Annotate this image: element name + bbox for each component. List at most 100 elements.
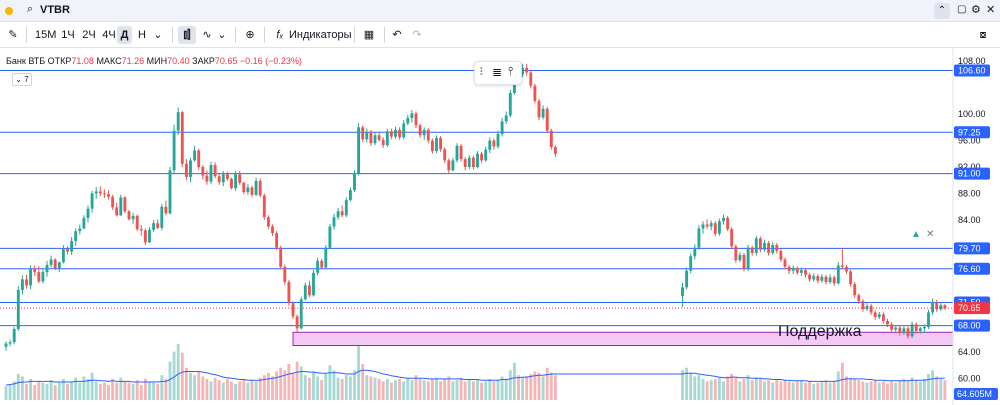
candle[interactable] [808,274,812,280]
candle[interactable] [439,137,443,150]
candle[interactable] [521,67,525,75]
chevron-down-icon[interactable]: ⌄ [153,29,163,41]
candle[interactable] [750,247,754,253]
candle[interactable] [291,303,295,317]
candle[interactable] [254,180,258,195]
candle[interactable] [107,194,110,197]
candle[interactable] [865,305,869,310]
candle[interactable] [353,173,356,191]
template-icon[interactable]: ≣ [492,65,503,79]
interval-2h[interactable]: 2Ч [82,29,96,41]
candle[interactable] [525,67,529,73]
candle[interactable] [869,305,873,313]
candle[interactable] [545,108,549,131]
candle[interactable] [217,176,221,183]
candle[interactable] [340,211,344,216]
candle[interactable] [849,271,853,285]
candle[interactable] [459,145,463,160]
candle[interactable] [148,229,151,243]
candle[interactable] [886,321,889,325]
camera-icon[interactable]: ⧇ [979,29,987,41]
candle[interactable] [689,256,693,271]
candle[interactable] [57,262,61,269]
candle[interactable] [713,223,717,234]
candle[interactable] [902,328,906,333]
candle[interactable] [910,324,914,337]
candle[interactable] [898,327,902,333]
candle[interactable] [685,270,689,288]
candle[interactable] [389,131,393,137]
search-icon[interactable]: ⌕ [27,3,34,15]
candle[interactable] [476,153,479,167]
candle[interactable] [705,224,709,227]
candle[interactable] [795,268,799,273]
maximize-icon[interactable]: ▢ [957,4,967,15]
candle[interactable] [70,241,74,252]
candle[interactable] [381,139,385,146]
candle[interactable] [537,100,541,118]
redo-icon[interactable]: ↷ [412,29,422,41]
candle[interactable] [197,150,201,167]
candle[interactable] [918,328,922,331]
candle[interactable] [681,287,684,296]
candle[interactable] [180,112,184,164]
collapse-window-button[interactable]: ⌃ [934,3,950,19]
candle[interactable] [66,248,69,252]
candle[interactable] [324,247,328,268]
candle[interactable] [730,229,734,247]
candle[interactable] [344,200,348,216]
add-compare-icon[interactable]: ⊕ [245,29,255,41]
candle[interactable] [939,305,943,310]
candle[interactable] [225,174,229,179]
candle[interactable] [480,153,484,161]
candle[interactable] [377,135,381,140]
candle[interactable] [307,285,311,296]
candle[interactable] [266,217,270,227]
candle[interactable] [29,268,33,286]
candle[interactable] [242,182,246,193]
candle[interactable] [775,245,779,251]
candle[interactable] [451,160,455,171]
candle[interactable] [82,217,86,229]
candle[interactable] [500,121,504,134]
candle[interactable] [836,265,840,284]
candle[interactable] [332,217,336,227]
candle[interactable] [508,92,512,116]
candle[interactable] [348,190,352,201]
candle[interactable] [894,327,898,330]
candle[interactable] [418,125,422,136]
interval-day[interactable]: Д [117,26,132,44]
candle[interactable] [25,279,28,286]
candle[interactable] [193,150,197,161]
candle[interactable] [754,238,758,253]
candle[interactable] [927,312,930,327]
candles-icon[interactable]: ⫾⫿ [178,26,196,44]
candle[interactable] [213,165,217,177]
candle[interactable] [357,127,361,174]
candle[interactable] [406,118,410,124]
candle[interactable] [529,72,533,86]
candle[interactable] [767,243,771,253]
candle[interactable] [394,129,397,137]
candle[interactable] [8,342,12,344]
candle[interactable] [78,228,82,232]
candle[interactable] [221,174,225,183]
candle[interactable] [201,167,205,176]
candle[interactable] [488,140,492,150]
candle[interactable] [156,223,160,228]
candle[interactable] [385,131,389,146]
candle[interactable] [176,112,180,131]
legend-collapse-button[interactable]: ⌄ 7 [12,73,32,86]
candle[interactable] [275,233,279,248]
candle[interactable] [139,229,143,231]
candle[interactable] [16,289,20,329]
candle[interactable] [41,272,45,282]
candle[interactable] [734,246,738,261]
symbol-name[interactable]: VTBR [40,4,70,16]
candle[interactable] [828,277,832,283]
candle[interactable] [4,343,8,347]
candle[interactable] [316,260,320,273]
candle[interactable] [463,159,467,167]
candle[interactable] [873,312,877,318]
candle[interactable] [484,149,488,161]
